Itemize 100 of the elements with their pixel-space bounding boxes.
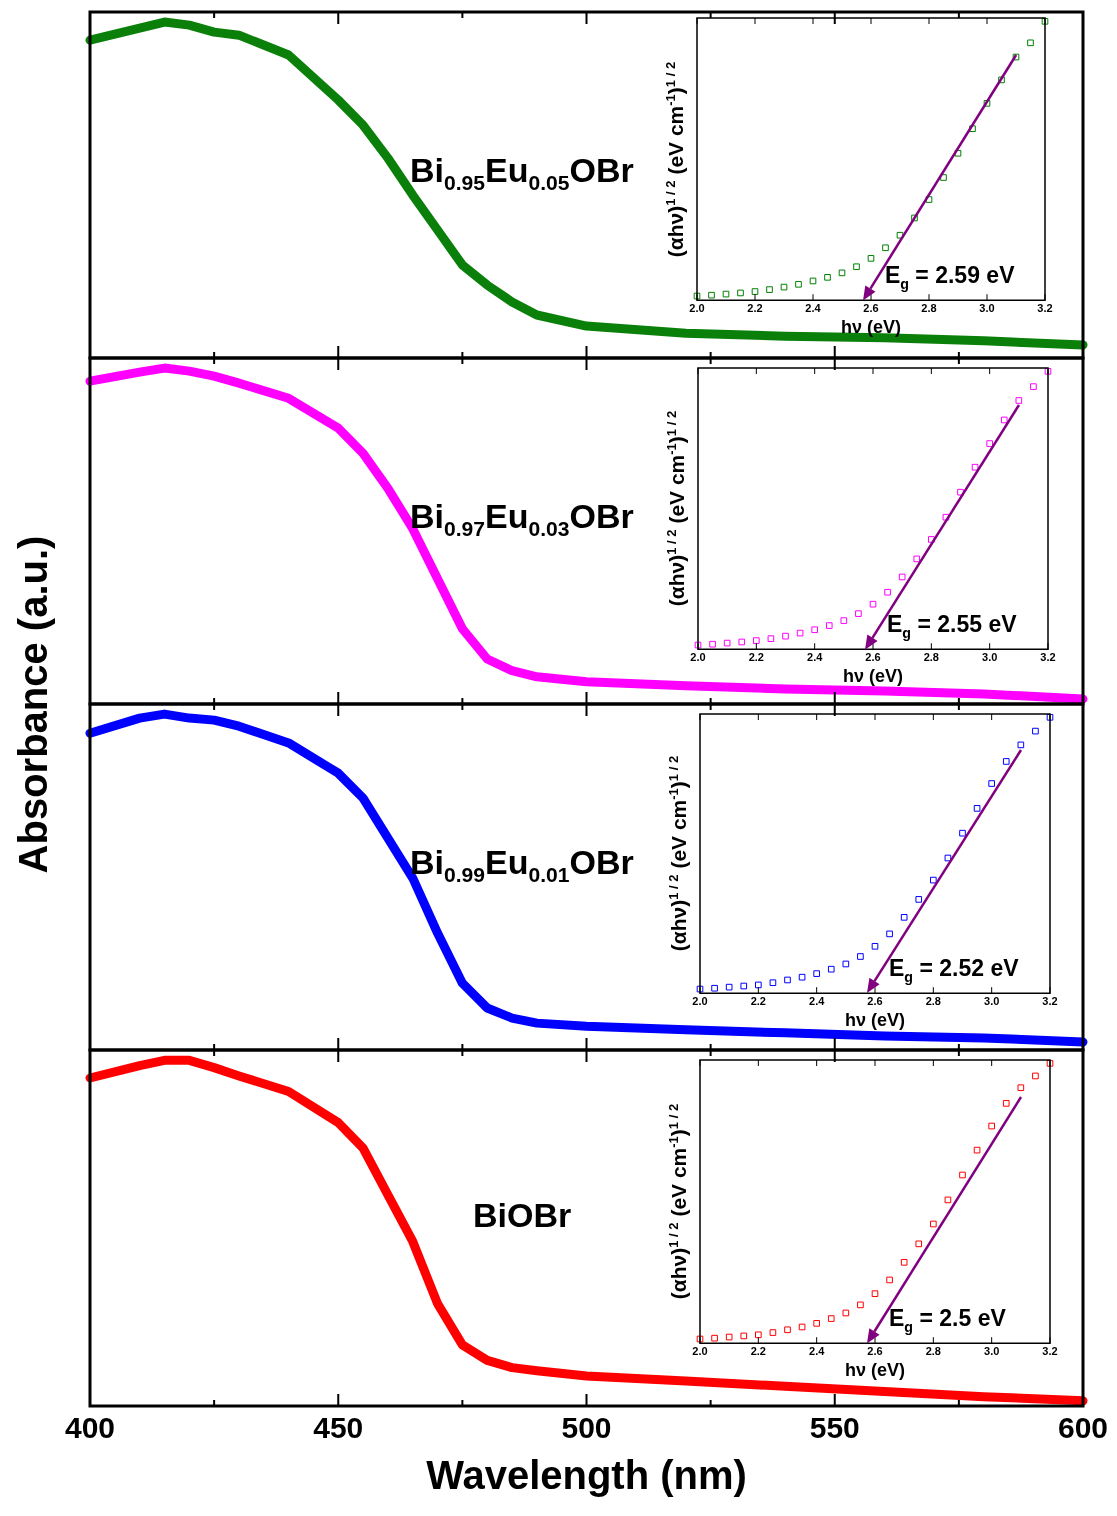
point: [959, 829, 966, 837]
point: [944, 854, 952, 862]
point: [1012, 53, 1020, 61]
x-tick-label: 2.8: [923, 650, 939, 663]
point: [898, 573, 906, 581]
point: [971, 463, 979, 471]
point: [766, 286, 773, 293]
point: [988, 780, 995, 787]
point: [973, 1146, 981, 1154]
point: [813, 1320, 820, 1327]
point: [944, 1196, 952, 1204]
point: [900, 914, 908, 921]
x-tick-label: 3.2: [1037, 301, 1053, 314]
point: [1030, 383, 1037, 390]
point: [725, 983, 733, 991]
point: [930, 1220, 937, 1228]
annotation: E$_{g}$ = 2.5 eV: [889, 1305, 1006, 1335]
point: [853, 263, 860, 271]
point: [1017, 741, 1025, 749]
point: [809, 277, 817, 285]
point: [973, 805, 981, 812]
point: [840, 617, 848, 624]
x-tick-label: 2.0: [692, 1344, 708, 1357]
point: [725, 1333, 733, 1341]
point: [959, 1171, 966, 1179]
point: [784, 1326, 791, 1334]
x-tick-label: 2.2: [747, 301, 763, 314]
point: [1046, 1060, 1054, 1067]
x-tick-label: 2.6: [867, 1344, 883, 1357]
point: [755, 981, 762, 989]
x-tick-label: 2.0: [690, 650, 706, 663]
x-tick-label: 3.0: [984, 994, 1000, 1007]
point: [930, 876, 937, 884]
x-tick-label: 2.4: [809, 1344, 826, 1357]
x-tick-label: 3.2: [1042, 994, 1058, 1007]
series-label: BiOBr: [472, 1196, 572, 1236]
point: [693, 292, 701, 300]
point: [1000, 416, 1008, 424]
point: [827, 965, 835, 973]
point: [1002, 758, 1010, 765]
x-tick-label: 3.0: [979, 301, 995, 314]
point: [737, 289, 744, 297]
point: [1017, 1084, 1025, 1092]
point: [896, 231, 904, 239]
point: [969, 125, 976, 133]
point: [957, 488, 964, 496]
x-tick-label: 2.6: [865, 650, 881, 663]
x-tick-label: 2.8: [925, 994, 941, 1007]
point: [983, 100, 991, 107]
x-tick-label: 600: [1057, 1411, 1109, 1445]
point: [711, 984, 718, 992]
x-tick-label: 550: [809, 1411, 860, 1445]
x-axis-title: hν (eV): [844, 1360, 906, 1381]
x-tick-label: 3.0: [984, 1344, 1000, 1357]
x-tick-label: 2.6: [863, 301, 879, 314]
point: [722, 290, 730, 298]
x-tick-label: 500: [561, 1411, 612, 1445]
x-tick-label: 2.2: [750, 994, 766, 1007]
point: [915, 896, 923, 903]
point: [871, 1290, 879, 1297]
annotation: E$_{g}$ = 2.55 eV: [887, 611, 1017, 641]
point: [915, 1240, 923, 1248]
x-tick-label: 3.2: [1040, 650, 1056, 663]
point: [857, 1301, 864, 1309]
point: [784, 976, 791, 984]
x-tick-label: 2.8: [925, 1344, 941, 1357]
x-axis-title: hν (eV): [840, 317, 902, 338]
point: [796, 629, 804, 637]
point: [708, 291, 715, 299]
point: [740, 1332, 748, 1340]
point: [769, 1329, 777, 1336]
x-tick-label: 2.6: [867, 994, 883, 1007]
series-label: Bi$_{0.97}$Eu$_{0.03}$OBr: [409, 497, 634, 542]
point: [711, 1334, 718, 1342]
annotation: E$_{g}$ = 2.59 eV: [884, 262, 1015, 292]
point: [900, 1259, 908, 1266]
point: [1044, 368, 1052, 375]
point: [988, 1122, 995, 1130]
point: [882, 244, 889, 252]
x-axis-title: hν (eV): [844, 1010, 906, 1031]
point: [696, 1335, 704, 1343]
point: [769, 979, 777, 987]
point: [1046, 713, 1054, 721]
series-label: Bi$_{0.95}$Eu$_{0.05}$OBr: [409, 151, 634, 196]
point: [827, 1315, 835, 1322]
point: [1041, 18, 1049, 25]
point: [740, 982, 748, 990]
x-tick-label: 2.2: [748, 650, 764, 663]
x-axis-title: hν (eV): [842, 666, 904, 687]
annotation: E$_{g}$ = 2.52 eV: [889, 955, 1019, 985]
point: [1032, 1072, 1039, 1080]
point: [709, 640, 716, 648]
x-tick-label: 450: [313, 1411, 364, 1445]
point: [942, 513, 950, 521]
point: [813, 970, 820, 977]
point: [842, 1309, 850, 1317]
point: [751, 288, 759, 295]
point: [913, 555, 921, 563]
point: [886, 1276, 893, 1284]
point: [867, 255, 875, 262]
